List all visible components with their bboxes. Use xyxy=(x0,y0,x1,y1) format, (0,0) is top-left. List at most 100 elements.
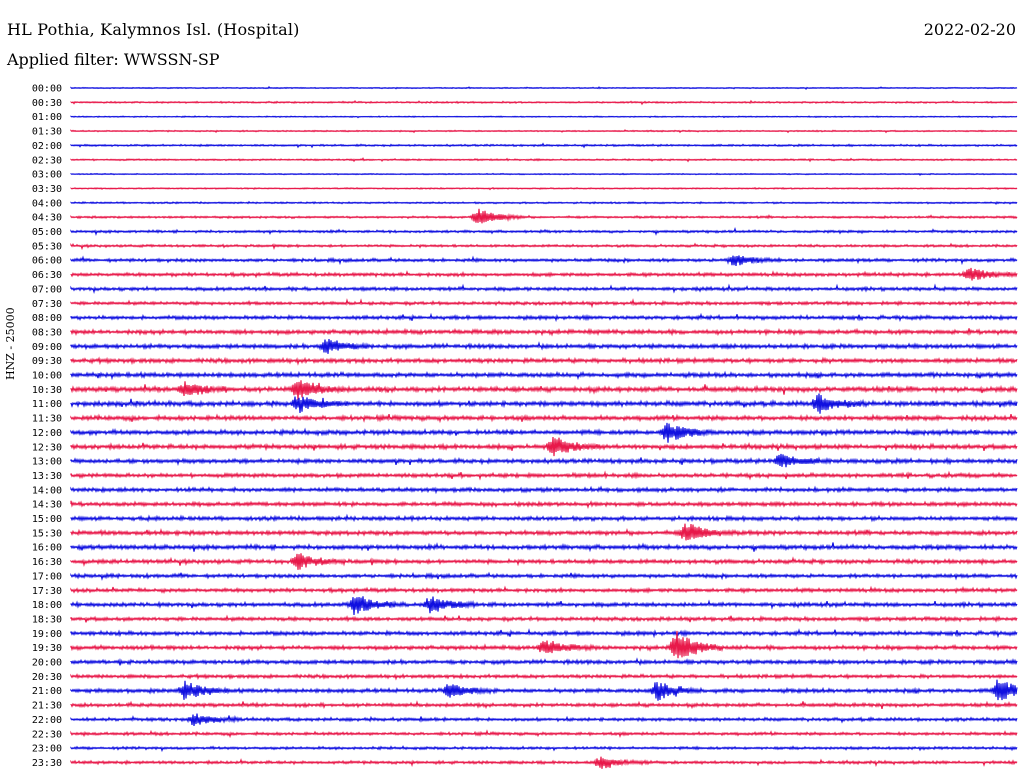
row-label-1030: 10:30 xyxy=(32,385,62,396)
trace-1400 xyxy=(70,485,1018,495)
row-label-0630: 06:30 xyxy=(32,270,62,281)
trace-0200 xyxy=(70,142,1018,149)
row-label-0400: 04:00 xyxy=(32,198,62,209)
applied-filter: Applied filter: WWSSN-SP xyxy=(7,50,220,69)
row-label-0900: 09:00 xyxy=(32,342,62,353)
row-label-1500: 15:00 xyxy=(32,514,62,525)
trace-0000 xyxy=(70,85,1018,90)
trace-1300 xyxy=(70,453,1018,468)
trace-1030 xyxy=(70,380,1018,400)
trace-2100 xyxy=(70,679,1018,701)
trace-1830 xyxy=(70,614,1018,623)
trace-0130 xyxy=(70,129,1018,134)
row-label-2200: 22:00 xyxy=(32,715,62,726)
trace-0930 xyxy=(70,356,1018,366)
row-label-0930: 09:30 xyxy=(32,356,62,367)
row-label-0330: 03:30 xyxy=(32,184,62,195)
trace-2000 xyxy=(70,657,1018,667)
trace-0700 xyxy=(70,283,1018,294)
row-label-1330: 13:30 xyxy=(32,471,62,482)
trace-1800 xyxy=(70,596,1018,616)
row-label-0130: 01:30 xyxy=(32,127,62,138)
trace-0730 xyxy=(70,298,1018,309)
row-label-1400: 14:00 xyxy=(32,485,62,496)
row-label-1630: 16:30 xyxy=(32,557,62,568)
row-label-1930: 19:30 xyxy=(32,643,62,654)
row-label-0830: 08:30 xyxy=(32,327,62,338)
trace-1730 xyxy=(70,585,1018,595)
row-label-0230: 02:30 xyxy=(32,155,62,166)
trace-0400 xyxy=(70,200,1018,206)
row-label-1000: 10:00 xyxy=(32,371,62,382)
row-label-1800: 18:00 xyxy=(32,600,62,611)
trace-0800 xyxy=(70,312,1018,323)
row-label-1700: 17:00 xyxy=(32,571,62,582)
row-label-2300: 23:00 xyxy=(32,744,62,755)
trace-1930 xyxy=(70,630,1018,659)
trace-2030 xyxy=(70,672,1018,681)
trace-2300 xyxy=(70,745,1018,753)
trace-1530 xyxy=(70,523,1018,541)
trace-0500 xyxy=(70,226,1018,236)
row-label-0030: 00:30 xyxy=(32,98,62,109)
trace-0830 xyxy=(70,327,1018,337)
trace-0900 xyxy=(70,339,1018,354)
row-label-2230: 22:30 xyxy=(32,729,62,740)
trace-2200 xyxy=(70,713,1018,727)
trace-1700 xyxy=(70,571,1018,581)
row-label-2100: 21:00 xyxy=(32,686,62,697)
row-label-1900: 19:00 xyxy=(32,629,62,640)
row-label-1200: 12:00 xyxy=(32,428,62,439)
trace-0630 xyxy=(70,267,1018,281)
row-label-1830: 18:30 xyxy=(32,614,62,625)
row-label-1300: 13:00 xyxy=(32,457,62,468)
trace-0230 xyxy=(70,157,1018,163)
trace-2330 xyxy=(70,756,1018,769)
trace-1500 xyxy=(70,513,1018,523)
trace-0330 xyxy=(70,186,1018,191)
row-label-2330: 23:30 xyxy=(32,758,62,769)
row-label-1530: 15:30 xyxy=(32,528,62,539)
trace-1000 xyxy=(70,370,1018,381)
row-label-2000: 20:00 xyxy=(32,658,62,669)
trace-1200 xyxy=(70,422,1018,443)
row-label-2030: 20:30 xyxy=(32,672,62,683)
trace-1430 xyxy=(70,500,1018,510)
row-label-0530: 05:30 xyxy=(32,241,62,252)
trace-0030 xyxy=(70,99,1018,106)
row-label-0800: 08:00 xyxy=(32,313,62,324)
row-label-1230: 12:30 xyxy=(32,442,62,453)
row-label-0700: 07:00 xyxy=(32,284,62,295)
row-label-0000: 00:00 xyxy=(32,84,62,95)
station-title: HL Pothia, Kalymnos Isl. (Hospital) xyxy=(7,20,300,39)
row-label-1430: 14:30 xyxy=(32,500,62,511)
row-label-0300: 03:00 xyxy=(32,170,62,181)
row-label-0100: 01:00 xyxy=(32,112,62,123)
row-label-1730: 17:30 xyxy=(32,586,62,597)
trace-1330 xyxy=(70,470,1018,481)
row-label-0500: 05:00 xyxy=(32,227,62,238)
trace-1100 xyxy=(70,393,1018,414)
trace-0530 xyxy=(70,242,1018,251)
trace-1600 xyxy=(70,542,1018,553)
row-label-1130: 11:30 xyxy=(32,414,62,425)
row-label-0430: 04:30 xyxy=(32,213,62,224)
row-label-0730: 07:30 xyxy=(32,299,62,310)
trace-2130 xyxy=(70,700,1018,710)
row-label-2130: 21:30 xyxy=(32,701,62,712)
trace-0600 xyxy=(70,255,1018,267)
trace-1130 xyxy=(70,413,1018,424)
row-label-0200: 02:00 xyxy=(32,141,62,152)
row-label-1100: 11:00 xyxy=(32,399,62,410)
record-date: 2022-02-20 xyxy=(923,20,1016,39)
row-label-1600: 16:00 xyxy=(32,543,62,554)
trace-1900 xyxy=(70,628,1018,639)
row-label-0600: 06:00 xyxy=(32,256,62,267)
trace-0430 xyxy=(70,208,1018,224)
trace-2230 xyxy=(70,729,1018,739)
trace-0300 xyxy=(70,172,1018,176)
trace-0100 xyxy=(70,115,1018,119)
trace-1630 xyxy=(70,553,1018,570)
trace-1230 xyxy=(70,436,1018,457)
